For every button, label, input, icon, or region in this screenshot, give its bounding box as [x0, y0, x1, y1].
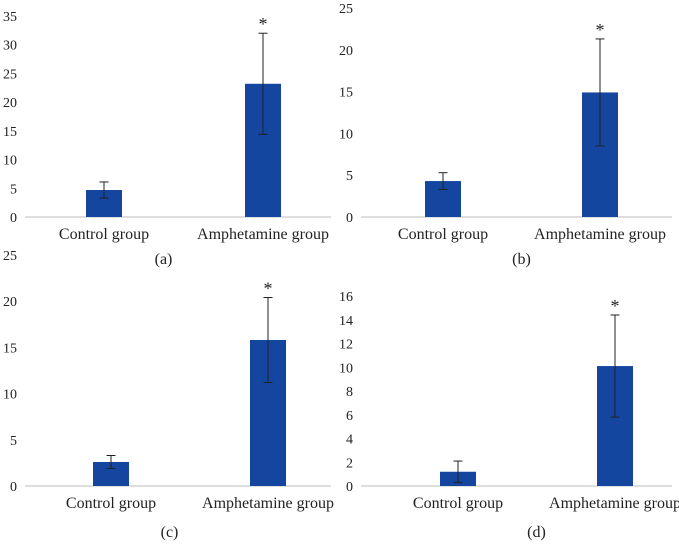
- significance-marker: *: [611, 296, 620, 316]
- chart-panel-4: 0 2 4 6 8 10 12 14 16 Control group * Amphetamine g…: [339, 290, 679, 541]
- category-label: Control group: [66, 495, 156, 512]
- y-tick-label: 25: [3, 249, 17, 264]
- y-tick-label: 0: [346, 480, 353, 495]
- category-label: Control group: [59, 226, 149, 243]
- y-tick-label: 15: [339, 86, 353, 101]
- y-tick-label: 8: [346, 385, 353, 400]
- y-tick-label: 10: [3, 154, 17, 169]
- y-tick-label: 10: [339, 361, 353, 376]
- y-tick-label: 6: [346, 409, 353, 424]
- panel-label: (d): [527, 524, 546, 541]
- category-label: Amphetamine group: [202, 495, 334, 512]
- y-tick-label: 0: [10, 480, 17, 495]
- y-tick-label: 20: [339, 44, 353, 59]
- y-tick-label: 0: [10, 211, 17, 226]
- y-tick-label: 5: [10, 182, 17, 197]
- significance-marker: *: [264, 279, 273, 299]
- y-tick-label: 14: [339, 314, 353, 329]
- y-tick-label: 5: [10, 434, 17, 449]
- y-tick-label: 25: [3, 67, 17, 82]
- panel-label: (c): [161, 524, 179, 541]
- y-tick-label: 15: [3, 125, 17, 140]
- y-tick-label: 4: [346, 433, 353, 448]
- y-tick-label: 12: [339, 338, 353, 353]
- y-tick-label: 20: [3, 96, 17, 111]
- y-tick-label: 5: [346, 169, 353, 184]
- category-label: Amphetamine group: [534, 226, 666, 243]
- y-tick-label: 10: [3, 388, 17, 403]
- chart-panel-2: 0 5 10 15 20 25 Control group * Amphetamine grou…: [339, 2, 672, 268]
- category-label: Control group: [398, 226, 488, 243]
- y-tick-label: 20: [3, 295, 17, 310]
- panel-label: (b): [512, 251, 531, 268]
- y-tick-label: 0: [346, 211, 353, 226]
- panel-label: (a): [155, 251, 173, 268]
- significance-marker: *: [596, 20, 605, 40]
- significance-marker: *: [259, 14, 268, 34]
- y-tick-label: 30: [3, 39, 17, 54]
- y-tick-label: 15: [3, 341, 17, 356]
- y-tick-label: 35: [3, 10, 17, 25]
- category-label: Control group: [413, 495, 503, 512]
- chart-panel-1: 0 5 10 15 20 25 30 35 Control group * Amphetamine …: [3, 10, 331, 268]
- y-tick-label: 2: [346, 456, 353, 471]
- y-tick-label: 16: [339, 290, 353, 305]
- y-tick-label: 25: [339, 2, 353, 17]
- chart-panel-3: 0 5 10 15 20 25 Control group * Amphetamine grou…: [3, 249, 334, 541]
- category-label: Amphetamine group: [197, 226, 329, 243]
- category-label: Amphetamine group: [549, 495, 679, 512]
- y-tick-label: 10: [339, 127, 353, 142]
